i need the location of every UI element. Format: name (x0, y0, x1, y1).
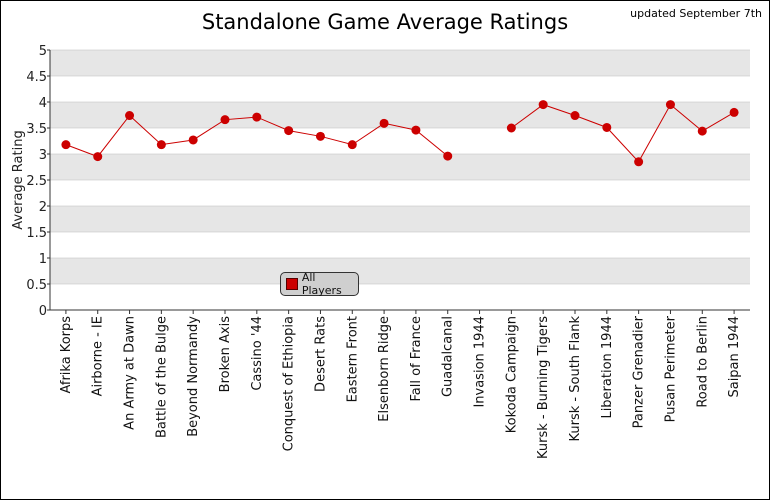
y-tick-label: 4 (39, 96, 47, 111)
y-tick-label: 0.5 (26, 278, 47, 293)
data-point (379, 118, 389, 128)
x-tick-label: Kokoda Campaign (504, 316, 519, 433)
x-tick-label: Kursk - South Flank (568, 316, 583, 442)
series-points (61, 100, 739, 167)
y-axis-title: Average Rating (11, 130, 26, 229)
y-tick-labels: 0 0.5 1 1.5 2 2.5 3 3.5 4 4.5 5 (26, 44, 47, 319)
x-tick-label: Broken Axis (218, 316, 233, 393)
x-tick-label: Liberation 1944 (600, 316, 615, 419)
y-tick-label: 1.5 (26, 226, 47, 241)
data-point (252, 112, 262, 122)
data-point (93, 152, 103, 162)
x-tick-labels: Afrika Korps Airborne - IE An Army at Dawn… (59, 315, 742, 459)
x-tick-label: Battle of the Bulge (154, 316, 169, 438)
data-point (506, 123, 516, 133)
updated-note: updated September 7th (630, 7, 762, 20)
x-tick-label: Road to Berlin (695, 316, 710, 408)
x-tick-label: Cassino '44 (250, 316, 265, 391)
x-tick-label: Beyond Normandy (186, 316, 201, 437)
grid-band (50, 102, 750, 128)
y-tick-label: 3 (39, 148, 47, 163)
y-tick-label: 0 (39, 304, 47, 319)
x-tick-label: Eastern Front (345, 316, 360, 402)
data-point (665, 100, 675, 110)
y-tick-label: 1 (39, 252, 47, 267)
data-point (188, 135, 198, 145)
x-tick-label: Afrika Korps (59, 316, 74, 394)
y-tick-label: 5 (39, 44, 47, 59)
data-point (602, 122, 612, 132)
x-tick-label: Pusan Perimeter (663, 315, 678, 422)
x-tick-label: Elsenborn Ridge (377, 316, 392, 422)
y-tick-label: 2 (39, 200, 47, 215)
data-point (634, 157, 644, 167)
grid-band (50, 206, 750, 232)
data-point (443, 151, 453, 161)
x-tick-label: Panzer Grenadier (632, 315, 647, 428)
data-point (284, 126, 294, 136)
y-tick-label: 2.5 (26, 174, 47, 189)
x-tick-label: Invasion 1944 (473, 316, 488, 408)
chart-title: Standalone Game Average Ratings (201, 10, 569, 34)
legend-label: All Players (301, 271, 342, 297)
grid-band (50, 258, 750, 284)
legend[interactable]: All Players (280, 271, 359, 297)
data-point (697, 126, 707, 136)
data-point (347, 140, 357, 150)
data-point (156, 140, 166, 150)
data-point (411, 125, 421, 135)
grid-band (50, 50, 750, 76)
legend-swatch (286, 278, 298, 290)
data-point (729, 107, 739, 117)
data-point (61, 140, 71, 150)
x-tick-label: Airborne - IE (91, 316, 106, 396)
series-line (511, 103, 735, 163)
data-point (570, 111, 580, 121)
data-point (315, 131, 325, 141)
axes (47, 49, 750, 314)
grid-band (50, 154, 750, 180)
x-tick-label: Saipan 1944 (727, 316, 742, 398)
x-tick-label: Guadalcanal (441, 316, 456, 397)
y-tick-label: 3.5 (26, 122, 47, 137)
x-tick-label: An Army at Dawn (123, 316, 138, 430)
x-tick-label: Fall of France (409, 316, 424, 402)
y-tick-label: 4.5 (26, 70, 47, 85)
x-tick-label: Kursk - Burning Tigers (536, 316, 551, 459)
grid-bands (50, 49, 750, 311)
x-tick-label: Desert Rats (313, 316, 328, 392)
data-point (125, 111, 135, 121)
x-tick-label: Conquest of Ethiopia (282, 316, 297, 451)
data-point (538, 100, 548, 110)
data-point (220, 115, 230, 125)
